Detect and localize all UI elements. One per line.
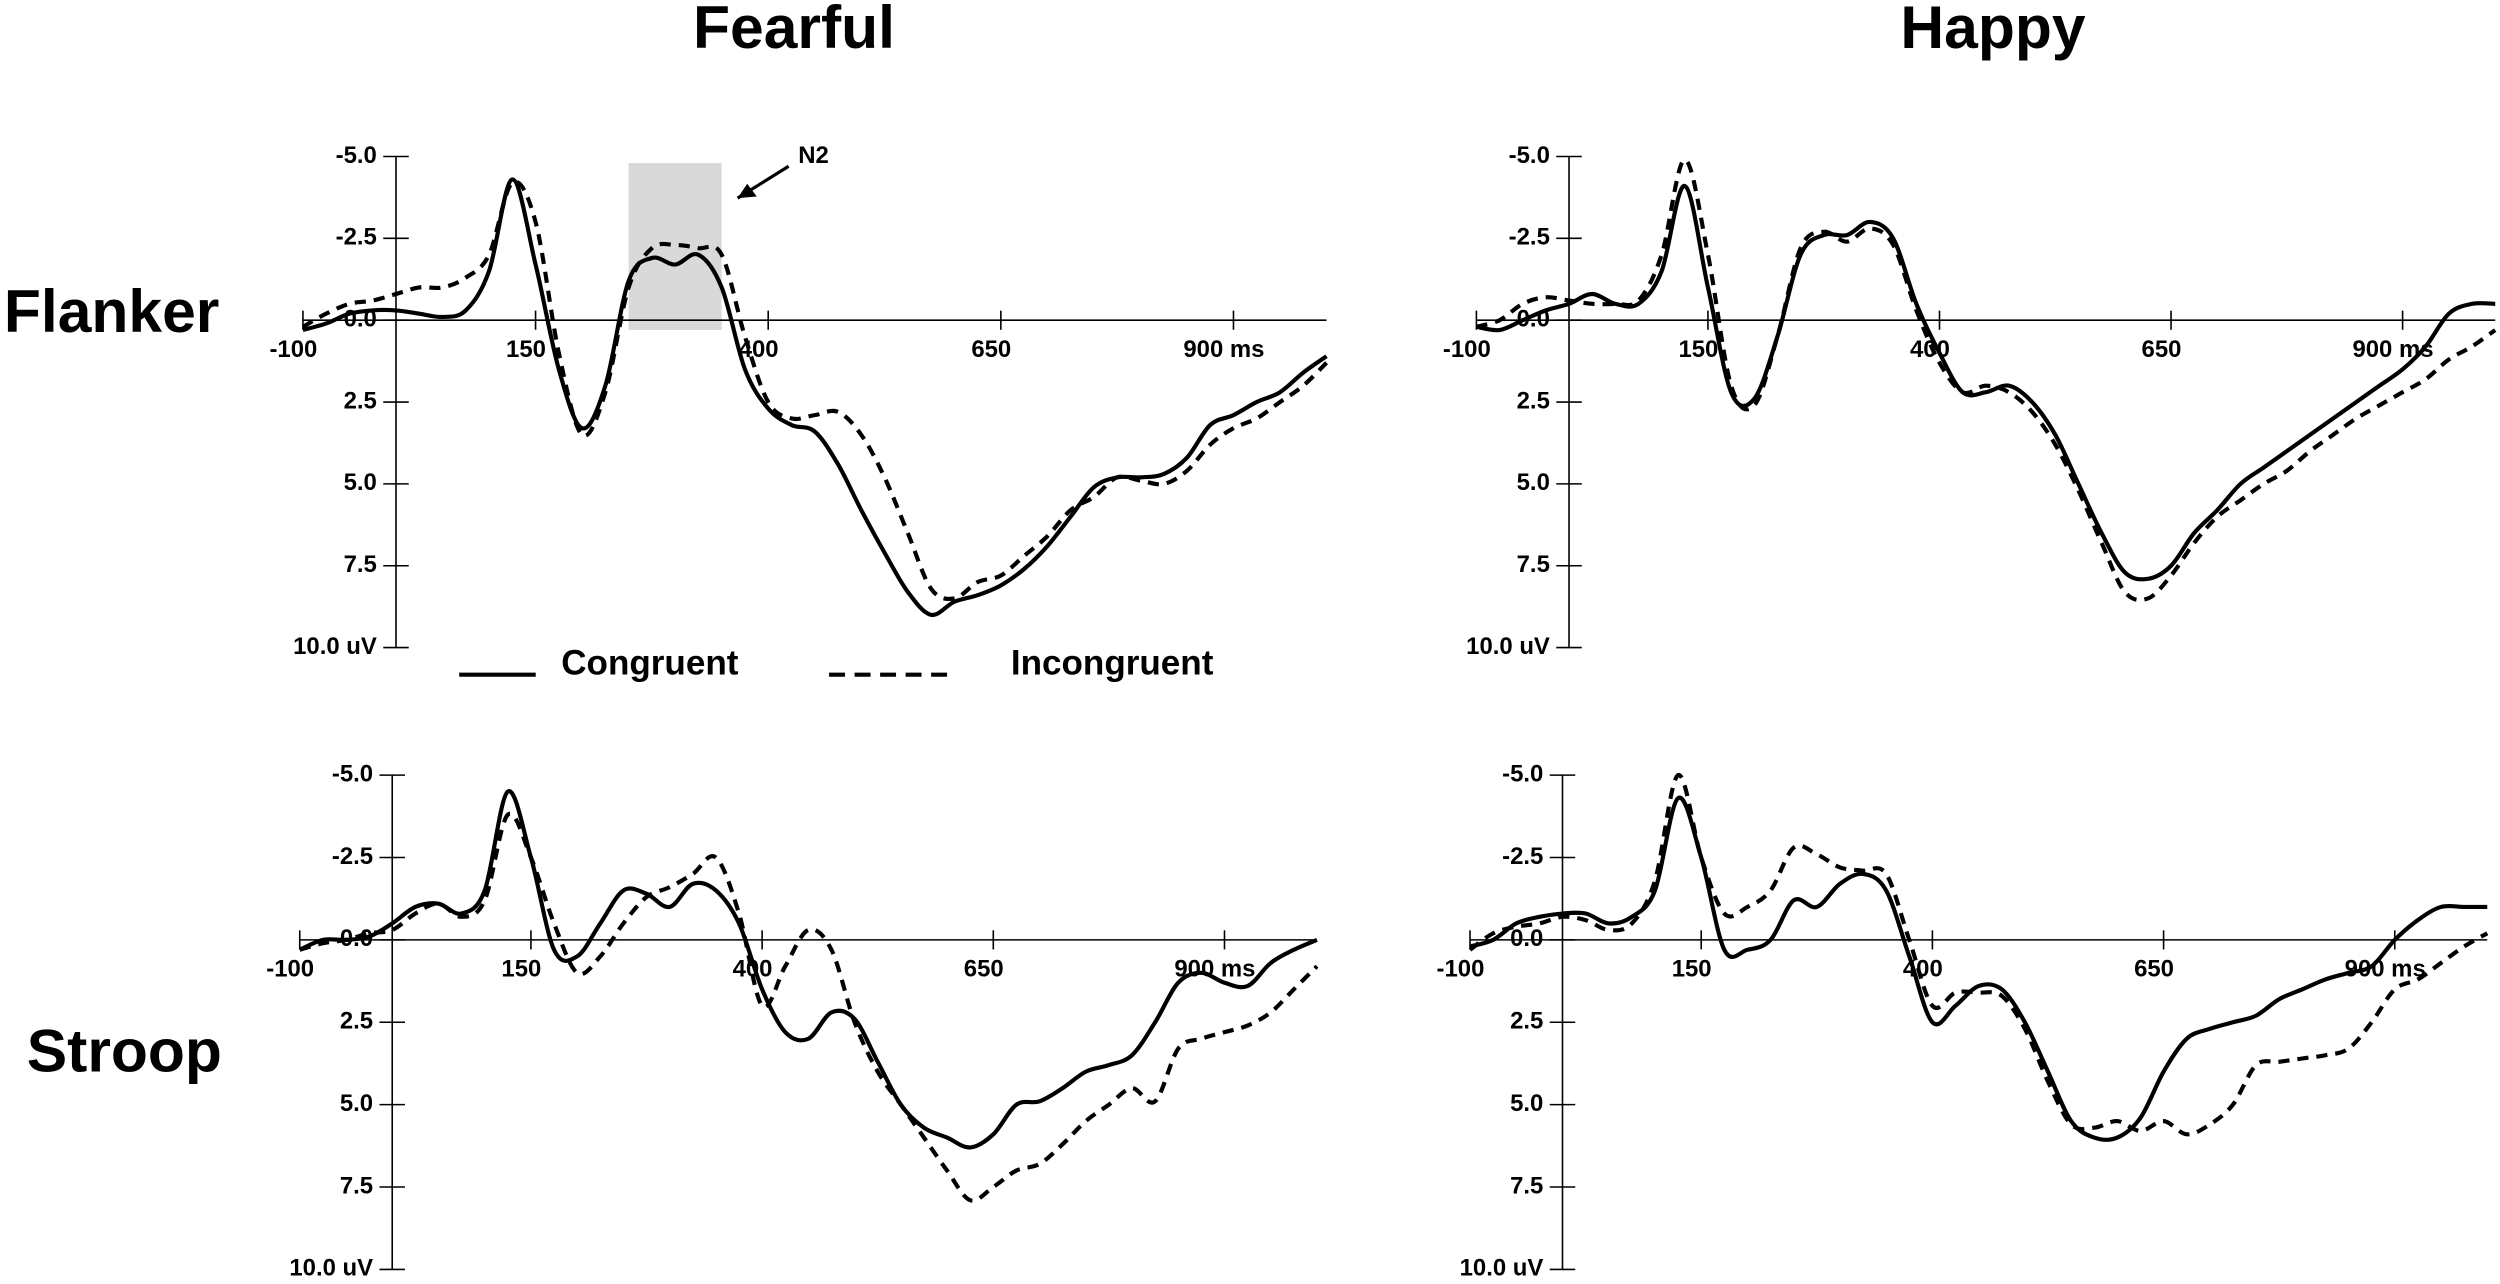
annotation: N2: [798, 142, 829, 169]
y-tick-label: 5.0: [1517, 469, 1550, 496]
y-tick-label: 10.0 uV: [289, 1255, 373, 1282]
annotation-arrowhead: [737, 183, 757, 199]
row-title: Flanker: [4, 277, 219, 345]
y-tick-label: 5.0: [344, 469, 377, 496]
y-tick-label: 10.0 uV: [1460, 1255, 1544, 1282]
y-tick-label: 5.0: [340, 1090, 373, 1117]
panel: -5.0-2.50.02.55.07.510.0 uV-100 150 400 650…: [1437, 760, 2489, 1282]
x-tick-label: -100: [1443, 336, 1491, 363]
column-title: Fearful: [693, 0, 895, 61]
x-tick-label: 150: [1678, 336, 1718, 363]
y-tick-label: 7.5: [344, 551, 377, 578]
legend-label: Congruent: [561, 643, 739, 682]
erp-line: [298, 789, 1318, 1150]
x-tick-label: 650: [2134, 955, 2174, 982]
x-tick-label: -100: [266, 955, 314, 982]
x-tick-label: 650: [971, 336, 1011, 363]
y-tick-label: 10.0 uV: [1466, 633, 1550, 660]
y-tick-label: -5.0: [332, 760, 373, 787]
x-tick-label: 900 ms: [2345, 955, 2426, 982]
panel: -5.0-2.50.02.55.07.510.0 uV-100 150 400 650…: [1443, 142, 2497, 660]
y-tick-label: 7.5: [1517, 551, 1550, 578]
x-tick-label: 650: [964, 955, 1004, 982]
y-tick-label: 10.0 uV: [293, 633, 377, 660]
row-title: Stroop: [27, 1017, 222, 1085]
y-tick-label: -2.5: [1509, 224, 1550, 251]
erp-line: [1475, 157, 2497, 603]
erp-line: [302, 177, 1328, 617]
x-tick-label: -100: [269, 336, 317, 363]
y-tick-label: -2.5: [1502, 843, 1543, 870]
y-tick-label: -5.0: [336, 142, 377, 169]
x-tick-label: 150: [501, 955, 541, 982]
panel: -5.0-2.50.02.55.07.510.0 uV-100 150 400 650…: [266, 760, 1319, 1282]
erp-line: [301, 179, 1328, 602]
erp-line: [299, 811, 1319, 1203]
x-tick-label: 650: [2142, 336, 2182, 363]
y-tick-label: 2.5: [340, 1008, 373, 1035]
y-tick-label: 2.5: [344, 387, 377, 414]
column-title: Happy: [1900, 0, 2085, 61]
y-tick-label: 5.0: [1510, 1090, 1543, 1117]
x-tick-label: -100: [1437, 955, 1485, 982]
y-tick-label: 7.5: [340, 1172, 373, 1199]
erp-line: [1469, 795, 2488, 1142]
x-tick-label: 150: [1672, 955, 1712, 982]
y-tick-label: 7.5: [1510, 1172, 1543, 1199]
erp-line: [1468, 773, 2489, 1137]
y-tick-label: -2.5: [332, 843, 373, 870]
erp-line: [1476, 183, 2496, 582]
x-tick-label: 900 ms: [2352, 336, 2433, 363]
y-tick-label: 2.5: [1517, 387, 1550, 414]
x-tick-label: 900 ms: [1183, 336, 1264, 363]
y-tick-label: 0.0: [1510, 925, 1543, 952]
y-tick-label: -2.5: [336, 224, 377, 251]
panel: N2-5.0-2.50.02.55.07.510.0 uV-100 150 400 6…: [269, 142, 1328, 682]
y-tick-label: 2.5: [1510, 1008, 1543, 1035]
y-tick-label: -5.0: [1509, 142, 1550, 169]
legend-label: Incongruent: [1011, 643, 1214, 682]
y-tick-label: -5.0: [1502, 760, 1543, 787]
x-tick-label: 150: [506, 336, 546, 363]
